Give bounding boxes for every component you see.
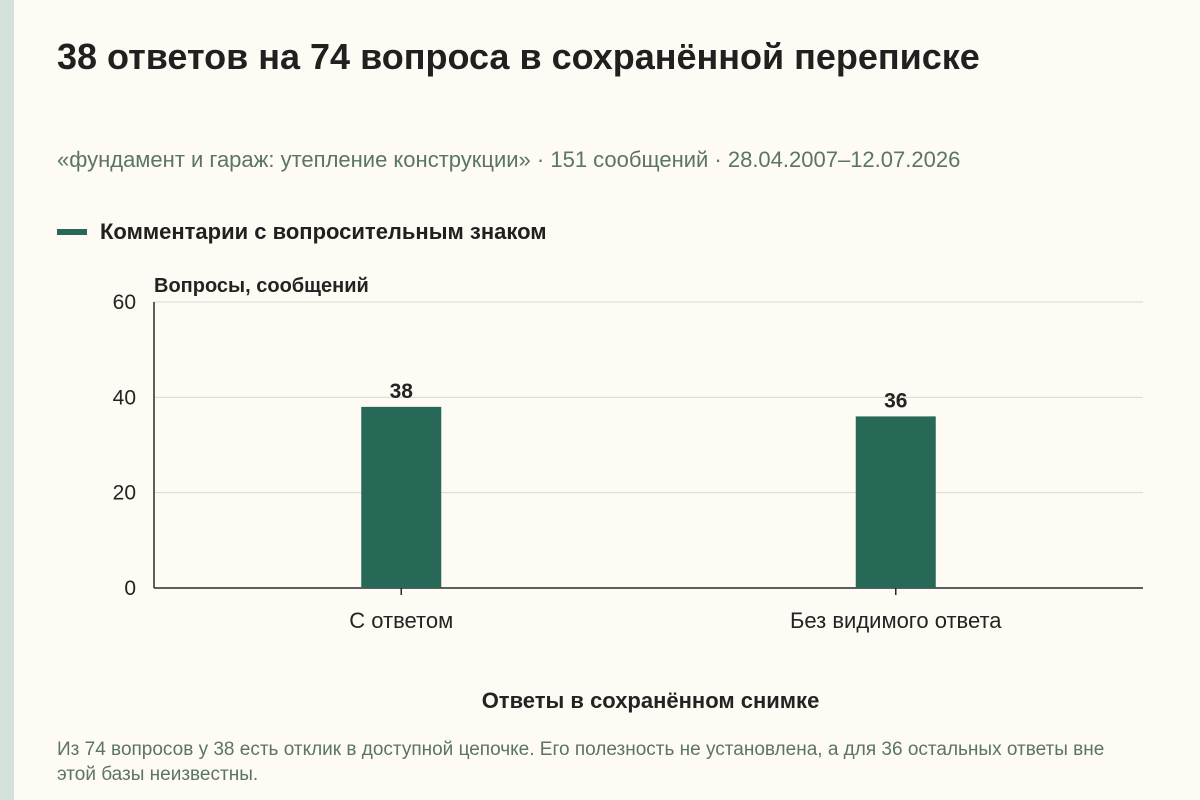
bar xyxy=(361,406,442,588)
y-tick-label: 0 xyxy=(124,577,136,600)
y-tick-label: 40 xyxy=(113,386,136,409)
y-tick-label: 60 xyxy=(113,291,136,314)
left-accent-bar xyxy=(0,0,14,800)
x-tick-label: С ответом xyxy=(349,608,453,633)
legend-label: Комментарии с вопросительным знаком xyxy=(100,219,547,244)
x-tick-label: Без видимого ответа xyxy=(790,608,1002,633)
x-axis-title: Ответы в сохранённом снимке xyxy=(482,688,820,713)
y-axis-title: Вопросы, сообщений xyxy=(154,275,369,297)
chart-title: 38 ответов на 74 вопроса в сохранённой п… xyxy=(57,36,980,77)
footnote: Из 74 вопросов у 38 есть отклик в доступ… xyxy=(57,739,1105,785)
bar-value-label: 36 xyxy=(884,389,907,412)
chart-subtitle: «фундамент и гараж: утепление конструкци… xyxy=(57,147,961,172)
legend-swatch xyxy=(57,229,87,235)
bar xyxy=(855,416,936,588)
legend: Комментарии с вопросительным знаком xyxy=(57,219,547,245)
bar-value-label: 38 xyxy=(390,380,414,403)
y-tick-label: 20 xyxy=(113,482,136,505)
